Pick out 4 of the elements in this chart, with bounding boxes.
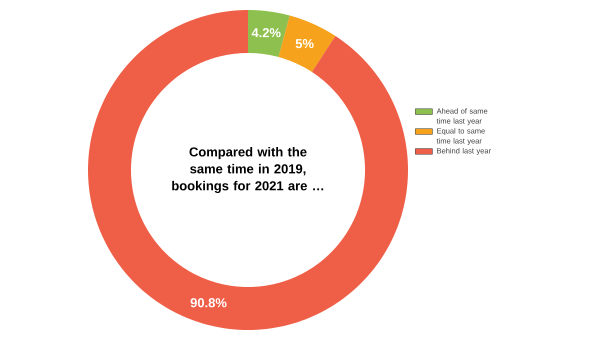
data-label: 90.8% <box>190 298 227 308</box>
data-label: 5% <box>296 39 314 48</box>
text: Compared with the same time in 2019, bookings for 2021 are … <box>172 146 324 194</box>
data-label: 4.2% <box>252 28 281 38</box>
